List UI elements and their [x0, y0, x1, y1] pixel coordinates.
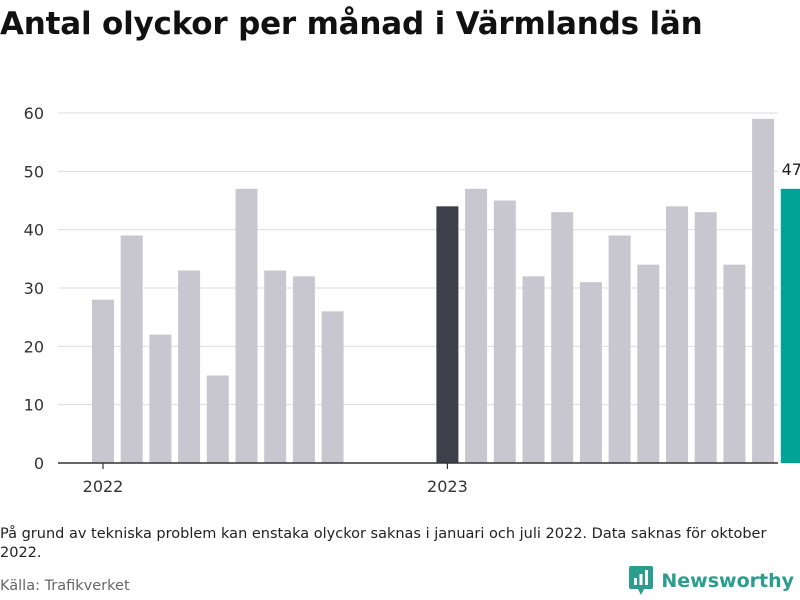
bar[interactable] [780, 188, 800, 463]
bar[interactable] [149, 334, 172, 463]
brand-logo[interactable]: Newsworthy [629, 566, 794, 596]
bar[interactable] [752, 118, 775, 463]
y-tick-label: 10 [24, 396, 44, 415]
bar[interactable] [608, 235, 631, 464]
x-axis-labels: 2022 2023 [83, 463, 468, 496]
bar[interactable] [493, 200, 516, 464]
bar[interactable] [579, 282, 602, 463]
bar[interactable] [723, 264, 746, 463]
bar[interactable] [551, 212, 574, 463]
data-labels: 47 [782, 160, 800, 179]
bar[interactable] [206, 375, 229, 464]
bar[interactable] [264, 270, 287, 464]
bar[interactable] [666, 206, 688, 463]
y-tick-label: 40 [24, 221, 44, 240]
bar[interactable] [465, 188, 488, 463]
bar[interactable] [321, 311, 344, 463]
x-tick-label: 2022 [83, 477, 124, 496]
footnote: På grund av tekniska problem kan enstaka… [0, 526, 767, 561]
bar[interactable] [694, 212, 717, 463]
y-tick-label: 60 [24, 104, 44, 123]
y-tick-label: 20 [24, 337, 44, 356]
bar-chart: 0 10 20 30 40 50 60 2022 2023 47 [24, 104, 800, 496]
bar[interactable] [235, 188, 258, 463]
y-tick-label: 30 [24, 279, 44, 298]
brand-name: Newsworthy [661, 570, 794, 592]
bar[interactable] [292, 276, 315, 463]
source-credit: Källa: Trafikverket [0, 578, 130, 594]
bar[interactable] [92, 299, 114, 463]
y-tick-label: 0 [34, 454, 44, 473]
data-label: 47 [782, 160, 800, 179]
bars [92, 118, 800, 464]
bar[interactable] [522, 276, 545, 463]
bar[interactable] [178, 270, 201, 464]
bar[interactable] [637, 264, 660, 463]
newsworthy-logo-icon [629, 566, 654, 595]
bar[interactable] [120, 235, 143, 464]
x-tick-label: 2023 [427, 477, 468, 496]
bar[interactable] [436, 206, 459, 463]
y-tick-label: 50 [24, 162, 44, 181]
y-axis-ticks: 0 10 20 30 40 50 60 [24, 104, 44, 473]
page-title: Antal olyckor per månad i Värmlands län [0, 6, 703, 42]
